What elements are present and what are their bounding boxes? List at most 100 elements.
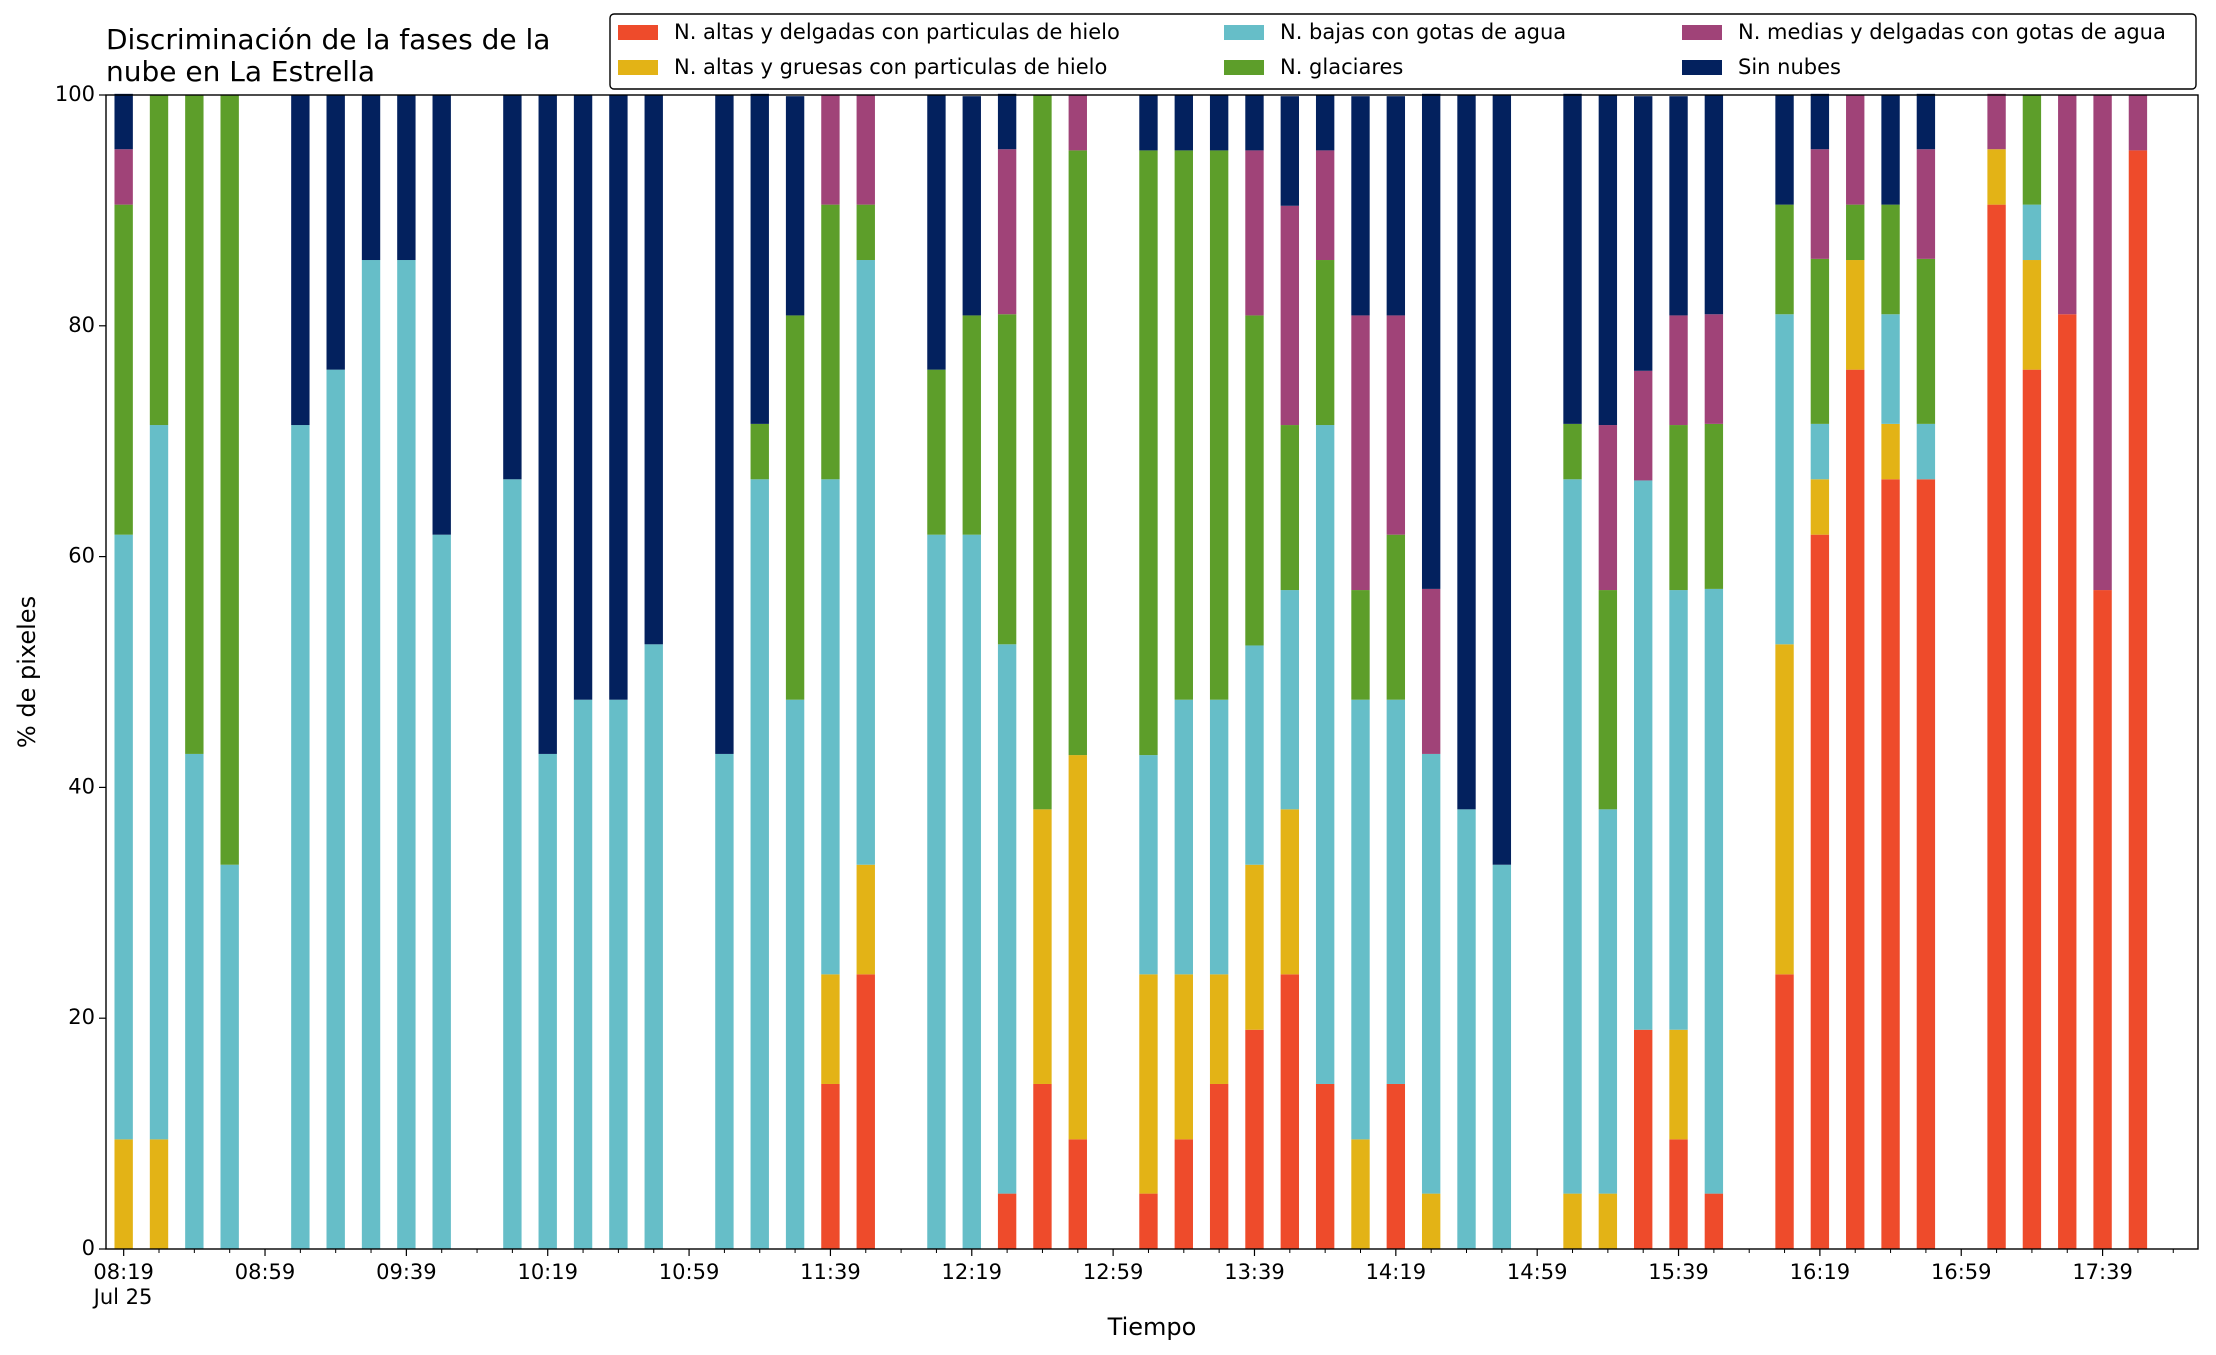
bar-segment	[1563, 1193, 1582, 1249]
bar-segment	[1916, 258, 1936, 424]
bar-segment	[538, 95, 557, 754]
bar-segment	[2022, 95, 2042, 205]
bar-segment	[1810, 479, 1830, 535]
bar-segment	[291, 95, 310, 426]
legend-swatch	[618, 25, 658, 40]
bar-segment	[1775, 974, 1794, 1249]
bar-segment	[149, 425, 169, 1140]
bar-segment	[1386, 96, 1406, 316]
bar-segment	[997, 93, 1017, 150]
bar-segment	[1245, 864, 1264, 1030]
bar-segment	[1457, 95, 1476, 810]
bar-segment	[1775, 204, 1794, 315]
x-tick-label: 16:19	[1790, 1260, 1851, 1284]
bar-segment	[1386, 534, 1406, 700]
bar-segment	[1421, 93, 1441, 589]
bar-segment	[821, 204, 840, 480]
bar-segment	[1810, 149, 1830, 259]
bar-segment	[1669, 315, 1688, 426]
bar-segment	[1598, 425, 1618, 591]
bar-segment	[1846, 95, 1865, 205]
x-tick-label: 09:39	[376, 1260, 437, 1284]
bar-segment	[821, 1083, 840, 1249]
bar-segment	[1634, 370, 1653, 481]
bar-segment	[185, 753, 204, 1249]
bar-segment	[2058, 95, 2077, 315]
bar-segment	[1704, 314, 1724, 424]
bar-segment	[1810, 534, 1830, 1249]
bar-segment	[1669, 425, 1688, 591]
bar-segment	[750, 93, 769, 424]
legend-swatch	[1224, 60, 1264, 75]
bar-segment	[149, 1139, 169, 1249]
legend-label: N. altas y delgadas con particulas de hi…	[674, 20, 1120, 44]
bar-segment	[821, 974, 840, 1084]
bar-segment	[1775, 314, 1794, 645]
legend-swatch	[1682, 25, 1722, 40]
y-tick-label: 100	[55, 82, 95, 106]
x-tick-label: 08:59	[235, 1260, 296, 1284]
bar-segment	[397, 95, 416, 261]
bar-segment	[2022, 260, 2042, 370]
legend-label: N. medias y delgadas con gotas de agua	[1738, 20, 2166, 44]
bar-segment	[1351, 96, 1370, 316]
bar-segment	[1846, 260, 1865, 370]
bar-segment	[1810, 93, 1830, 150]
bar-segment	[856, 95, 875, 205]
bar-segment	[750, 479, 769, 1250]
x-tick-label: 14:59	[1507, 1260, 1568, 1284]
bar-segment	[1916, 479, 1936, 1250]
bar-segment	[1987, 93, 2006, 150]
bar-segment	[1598, 1193, 1618, 1249]
bar-segment	[785, 96, 805, 316]
bar-segment	[609, 699, 628, 1249]
bar-segment	[326, 95, 345, 370]
bar-segment	[361, 260, 381, 1250]
bar-segment	[1139, 95, 1158, 151]
bar-segment	[1916, 423, 1936, 480]
bar-segment	[1209, 95, 1229, 151]
bar-segment	[1033, 1083, 1052, 1249]
bar-segment	[1280, 809, 1300, 975]
bar-segment	[326, 369, 345, 1250]
bar-segment	[1315, 1083, 1335, 1249]
bar-segment	[1209, 699, 1229, 975]
bar-segment	[114, 534, 133, 1140]
bar-segment	[1563, 423, 1582, 480]
bar-segment	[114, 204, 133, 535]
bar-segment	[1068, 755, 1087, 1140]
bar-segment	[1598, 590, 1618, 810]
bar-segment	[432, 534, 451, 1249]
bar-segment	[1033, 95, 1052, 810]
bar-segment	[1457, 809, 1476, 1249]
bar-segment	[1174, 974, 1193, 1140]
bar-segment	[715, 95, 734, 754]
bar-segment	[1174, 95, 1193, 151]
bar-segment	[927, 369, 946, 535]
bar-segment	[1987, 204, 2006, 1249]
bar-segment	[1634, 1029, 1653, 1249]
bar-segment	[1351, 699, 1370, 1140]
bar-segment	[856, 260, 875, 865]
bar-segment	[1280, 205, 1300, 426]
bar-segment	[1351, 315, 1370, 591]
x-axis-label: Tiempo	[1107, 1313, 1197, 1341]
bar-segment	[785, 699, 805, 1249]
bar-segment	[1987, 149, 2006, 205]
bar-segment	[1669, 590, 1688, 1030]
legend-label: N. altas y gruesas con particulas de hie…	[674, 55, 1107, 79]
bar-segment	[1209, 150, 1229, 700]
bar-segment	[432, 95, 451, 535]
bar-segment	[1421, 753, 1441, 1194]
y-tick-label: 40	[68, 774, 95, 798]
bar-segment	[1315, 150, 1335, 261]
bar-segment	[1068, 95, 1087, 151]
bar-segment	[1810, 258, 1830, 424]
chart-title: nube en La Estrella	[106, 55, 375, 88]
bar-segment	[1245, 150, 1264, 316]
bar-segment	[1280, 425, 1300, 591]
x-tick-label: 17:39	[2072, 1260, 2133, 1284]
bar-segment	[503, 479, 522, 1250]
bar-segment	[220, 864, 239, 1249]
legend-label: N. glaciares	[1280, 55, 1403, 79]
